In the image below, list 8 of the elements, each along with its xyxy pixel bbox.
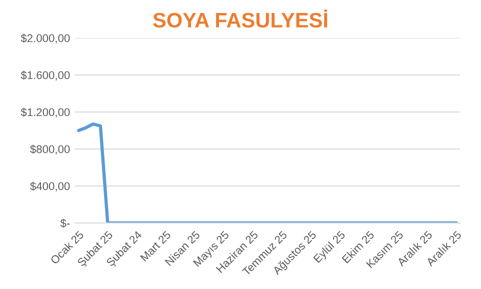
y-tick-label: $- (60, 218, 70, 228)
y-tick-label: $800,00 (30, 144, 70, 154)
y-tick-label: $1.600,00 (20, 70, 70, 80)
y-tick-label: $1.200,00 (20, 108, 70, 118)
line-series (77, 122, 458, 223)
chart-title: SOYA FASULYESİ (153, 10, 328, 28)
y-tick-label: $2.000,00 (20, 34, 70, 44)
y-tick-label: $400,00 (30, 182, 70, 192)
